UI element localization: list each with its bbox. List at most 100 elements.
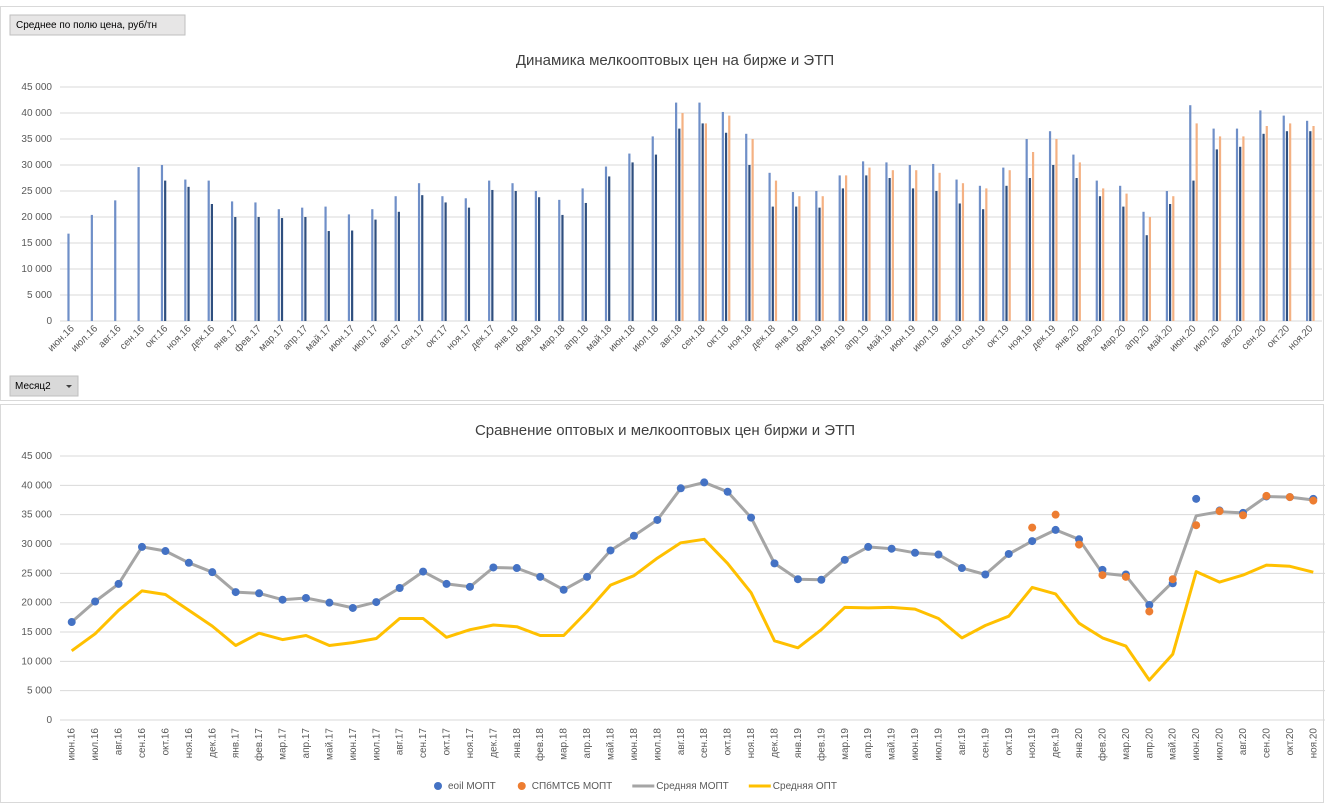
x-tick-label: окт.17 xyxy=(442,728,453,756)
x-tick-label: июл.20 xyxy=(1191,323,1222,354)
marker xyxy=(372,598,381,607)
marker xyxy=(1192,521,1201,530)
bar xyxy=(1122,206,1125,321)
bar xyxy=(207,180,210,321)
x-tick-label: мар.19 xyxy=(840,728,851,760)
y-tick-label: 15 000 xyxy=(21,627,52,638)
marker xyxy=(137,542,146,551)
marker xyxy=(161,547,170,556)
y-tick-label: 35 000 xyxy=(21,134,52,145)
x-tick-label: ноя.20 xyxy=(1308,728,1319,759)
chart-title: Динамика мелкооптовых цен на бирже и ЭТП xyxy=(516,52,834,69)
bar xyxy=(347,214,351,321)
bar xyxy=(1285,131,1289,321)
bar xyxy=(1052,165,1055,321)
y-tick-label: 5 000 xyxy=(27,686,52,697)
x-tick-label: апр.19 xyxy=(863,728,874,759)
bar xyxy=(1195,123,1198,322)
y-tick-label: 40 000 xyxy=(21,108,52,119)
x-tick-label: окт.20 xyxy=(1285,728,1296,756)
bar xyxy=(1312,126,1315,321)
y-tick-label: 45 000 xyxy=(21,451,52,462)
x-tick-label: фев.17 xyxy=(253,728,265,761)
x-tick-label: янв.19 xyxy=(793,728,804,759)
bar xyxy=(1125,193,1128,321)
filter-button[interactable] xyxy=(9,375,79,397)
bar xyxy=(815,191,818,321)
bar xyxy=(1031,152,1035,321)
marker xyxy=(770,559,779,568)
bar xyxy=(1242,136,1245,321)
bar xyxy=(1192,180,1195,321)
bar xyxy=(444,202,447,321)
marker xyxy=(723,487,732,496)
bar xyxy=(891,170,894,321)
marker xyxy=(255,589,264,598)
bar xyxy=(584,202,587,321)
marker xyxy=(981,570,990,579)
x-tick-label: янв.18 xyxy=(512,728,523,759)
bar xyxy=(1215,149,1218,321)
y-tick-label: 25 000 xyxy=(21,186,52,197)
x-tick-label: сен.16 xyxy=(118,323,147,352)
x-tick-label: июл.18 xyxy=(652,728,663,761)
x-tick-label: дек.16 xyxy=(188,323,217,352)
marker xyxy=(465,582,474,591)
bar xyxy=(721,111,724,322)
bar xyxy=(724,132,728,321)
bar xyxy=(581,188,584,321)
legend-label: Средняя МОПТ xyxy=(656,781,729,792)
filter-button-label: Месяц2 xyxy=(15,381,51,392)
x-tick-label: фев.20 xyxy=(1096,728,1108,761)
x-tick-label: авг.16 xyxy=(114,728,125,756)
x-tick-label: мар.18 xyxy=(559,728,570,760)
bar xyxy=(1265,126,1268,321)
x-tick-label: авг.19 xyxy=(957,728,968,756)
bar xyxy=(511,183,514,321)
x-tick-label: дек.18 xyxy=(749,323,778,352)
bar xyxy=(534,191,537,321)
bar xyxy=(1259,110,1262,322)
x-tick-label: окт.16 xyxy=(160,728,171,756)
bar xyxy=(537,197,541,321)
marker xyxy=(1215,507,1224,516)
bar xyxy=(1102,188,1105,321)
bar xyxy=(90,214,93,321)
x-tick-label: мар.20 xyxy=(1121,728,1132,760)
x-tick-label: июн.16 xyxy=(67,728,78,761)
bar xyxy=(768,172,771,321)
marker xyxy=(419,567,428,576)
bar xyxy=(371,209,374,321)
bar xyxy=(865,175,868,321)
x-tick-label: сен.18 xyxy=(679,323,708,352)
marker xyxy=(489,563,498,572)
y-tick-label: 20 000 xyxy=(21,212,52,223)
chart-title: Сравнение оптовых и мелкооптовых цен бир… xyxy=(475,422,855,439)
bar xyxy=(491,189,494,321)
field-button-label: Среднее по полю цена, руб/тн xyxy=(16,19,157,31)
y-tick-label: 10 000 xyxy=(21,656,52,667)
x-tick-label: июл.20 xyxy=(1215,728,1226,761)
bar xyxy=(254,202,257,321)
x-tick-label: май.17 xyxy=(324,728,335,760)
bar xyxy=(935,191,938,321)
y-tick-label: 30 000 xyxy=(21,160,52,171)
x-tick-label: май.20 xyxy=(1168,728,1179,760)
bar xyxy=(1168,204,1172,321)
marker xyxy=(512,564,521,573)
field-button[interactable] xyxy=(9,14,186,36)
marker xyxy=(1262,491,1271,500)
marker xyxy=(91,597,100,606)
bar xyxy=(1078,162,1081,321)
bar xyxy=(838,175,841,321)
bar xyxy=(818,207,821,321)
bar xyxy=(955,179,958,321)
x-tick-label: ноя.18 xyxy=(725,323,755,353)
bar xyxy=(748,165,751,321)
bar xyxy=(932,163,935,321)
bar xyxy=(1119,185,1122,321)
bar xyxy=(985,188,988,321)
y-tick-label: 30 000 xyxy=(21,539,52,550)
marker xyxy=(1192,494,1201,503)
